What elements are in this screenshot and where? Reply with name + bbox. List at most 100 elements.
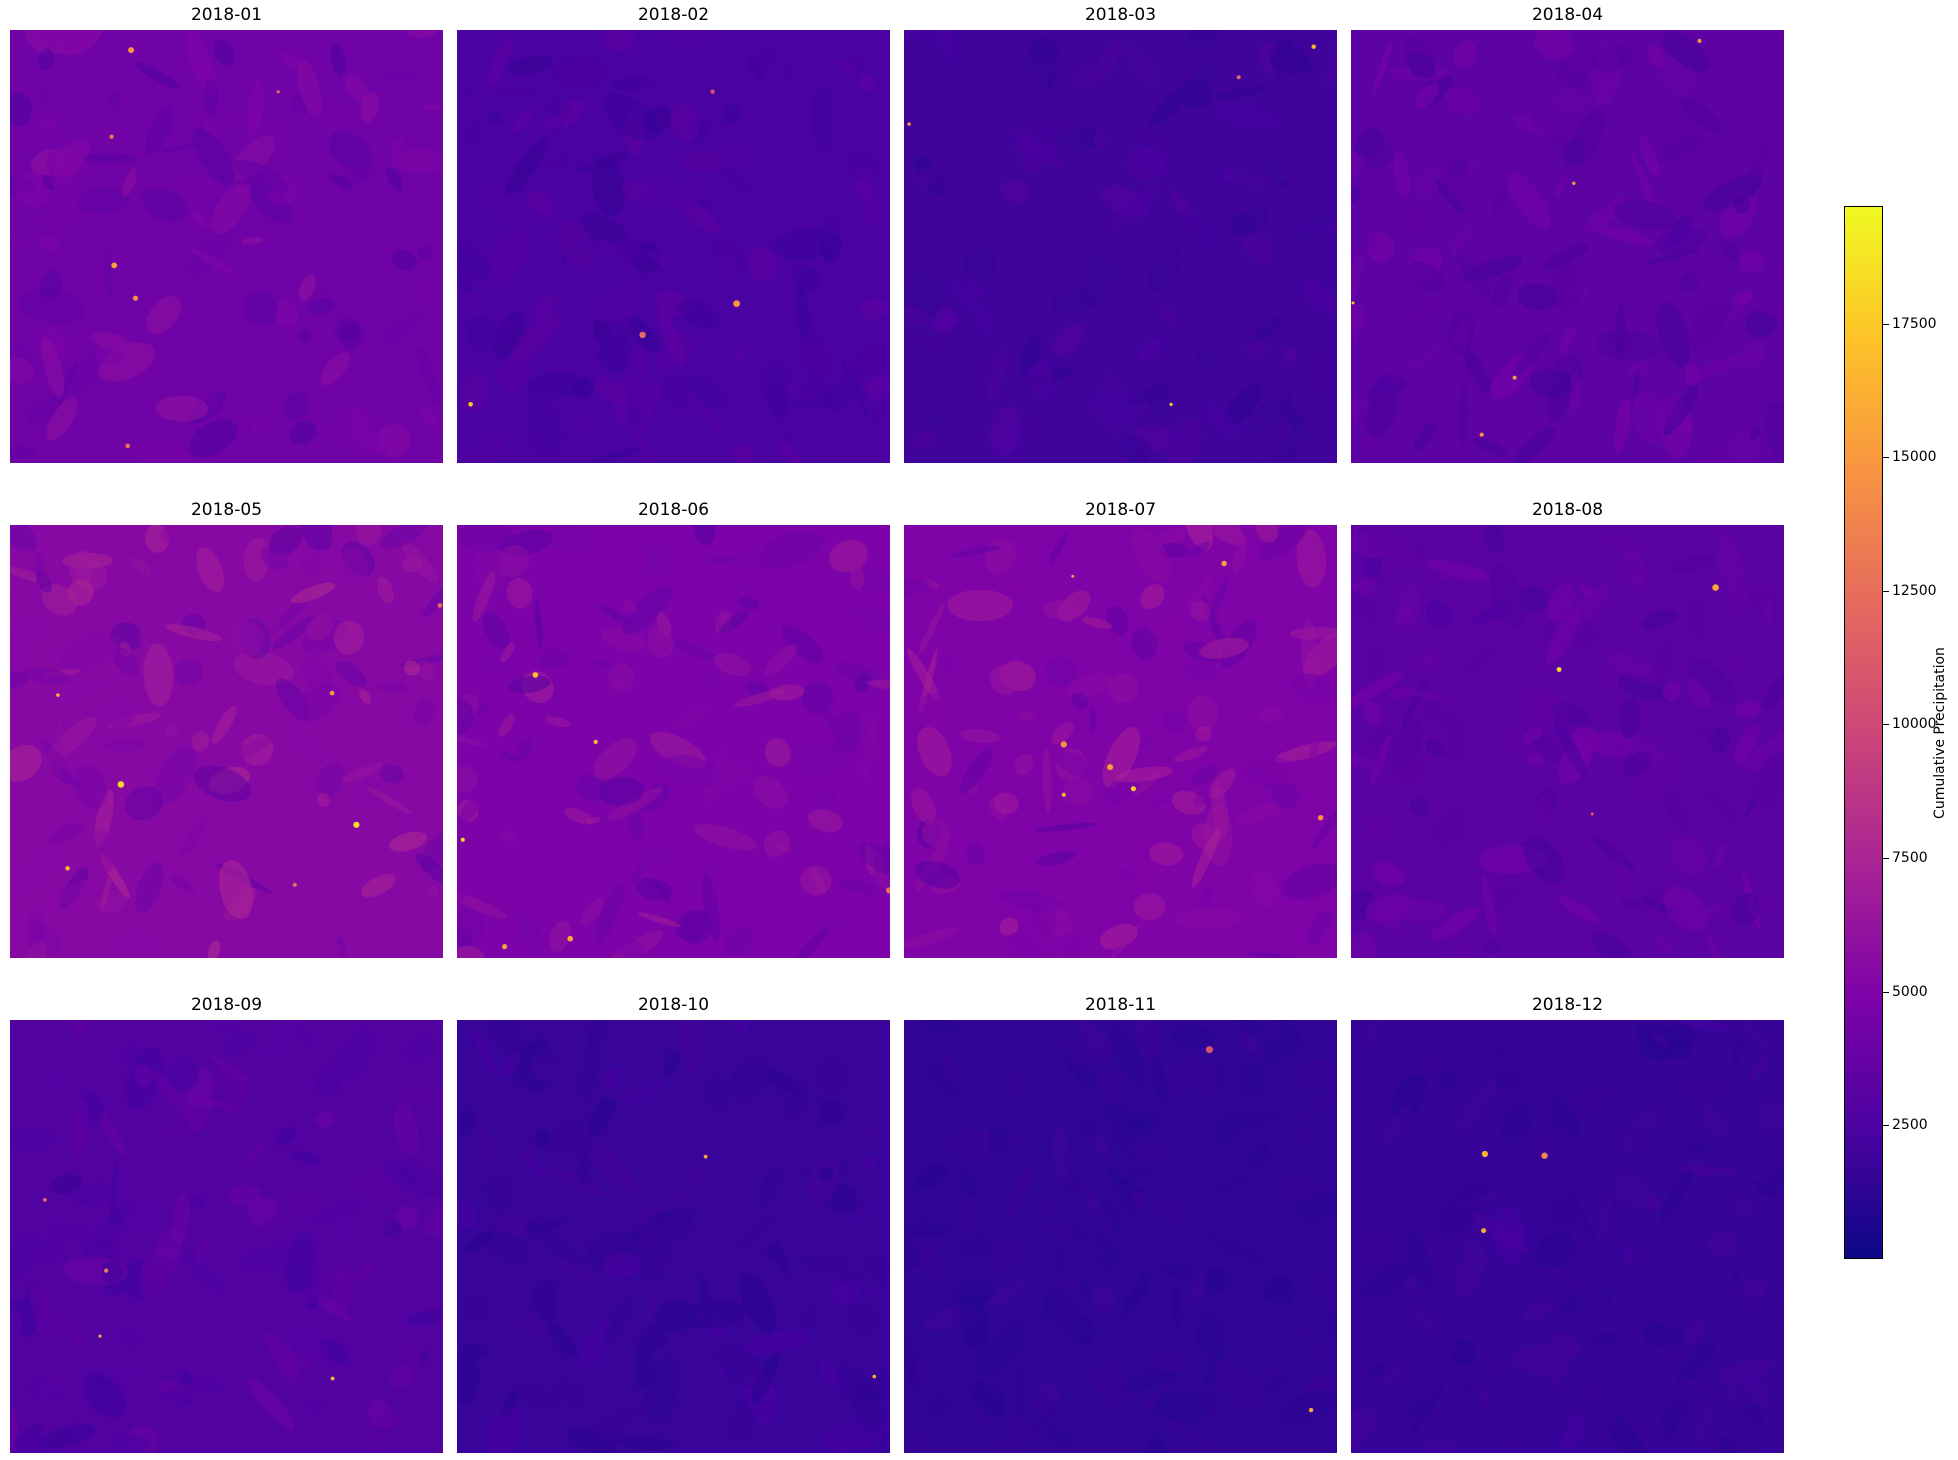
heatmap-cell: [131, 440, 189, 463]
heatmap-cell: [1288, 264, 1331, 289]
heatmap-cell: [530, 1056, 564, 1083]
heatmap-cell: [595, 377, 626, 405]
heatmap-cell: [500, 1390, 518, 1420]
heatmap-cell: [553, 56, 607, 90]
heatmap-cell: [1610, 534, 1630, 548]
heatmap-cell: [1609, 728, 1667, 766]
heatmap-cell: [1116, 868, 1139, 878]
heatmap-cell: [393, 1103, 419, 1156]
heatmap-cell: [241, 1246, 294, 1271]
heatmap-cell: [655, 1299, 695, 1334]
heatmap-cell: [534, 599, 543, 650]
heatmap-cell: [1614, 398, 1631, 453]
heatmap-cell: [324, 106, 355, 135]
heatmap-cell: [457, 91, 479, 129]
heatmap-cell: [1224, 1110, 1285, 1128]
heatmap-cell: [1172, 380, 1185, 412]
heatmap-cell: [457, 1294, 486, 1321]
heatmap-cell: [317, 792, 330, 807]
heatmap-cell: [474, 543, 504, 592]
heatmap-cell: [1362, 1020, 1386, 1051]
heatmap-cell: [70, 1422, 86, 1442]
heatmap-cell: [230, 621, 265, 656]
heatmap-cell: [1433, 1071, 1464, 1092]
heatmap-cell: [1109, 1025, 1146, 1084]
heatmap-cell: [1116, 1372, 1178, 1390]
heatmap-cell: [928, 408, 953, 437]
heatmap-cell: [1757, 1098, 1784, 1136]
heatmap-cell: [1613, 199, 1677, 230]
heatmap-cell: [1016, 710, 1037, 721]
panel-title: 2018-02: [637, 5, 710, 25]
heatmap-cell: [1388, 746, 1424, 784]
heatmap-cell: [1763, 666, 1784, 708]
heatmap-cell: [1459, 1201, 1493, 1257]
heatmap-cell: [1487, 1354, 1504, 1377]
heatmap-cell: [1394, 605, 1412, 625]
panel-title: 2018-12: [1531, 995, 1604, 1015]
heatmap-cell: [1268, 1376, 1284, 1391]
heatmap-cell: [1296, 529, 1327, 588]
heatmap-cell: [1312, 799, 1337, 848]
heatmap-cell: [1721, 240, 1741, 263]
heatmap-cell: [1308, 718, 1323, 768]
colorbar-tick-label: 17500: [1892, 316, 1937, 332]
heatmap-cell: [518, 912, 543, 957]
colorbar-label: Cumulative Precipitation: [1932, 647, 1948, 819]
heatmap-cell: [10, 1406, 17, 1453]
heatmap-cell: [585, 448, 641, 463]
heatmap-cell: [1730, 1193, 1757, 1218]
heatmap-cell: [645, 1295, 659, 1321]
heatmap-cell: [1733, 724, 1760, 763]
heatmap-cell: [290, 582, 336, 604]
heatmap-cell: [1220, 166, 1233, 182]
heatmap-cell: [1095, 1068, 1130, 1103]
heatmap-cell: [1290, 673, 1337, 704]
heatmap-cell: [1733, 291, 1754, 305]
heatmap-cell: [1558, 896, 1599, 924]
heatmap-cell: [1723, 1379, 1774, 1406]
heatmap-cell: [359, 689, 372, 704]
heatmap-cell: [1609, 1171, 1655, 1209]
hotspot: [117, 781, 125, 788]
heatmap-cell: [1131, 627, 1158, 660]
heatmap-cell: [1189, 600, 1212, 622]
heatmap-cell: [1018, 336, 1041, 378]
heatmap-cell: [539, 1227, 579, 1266]
heatmap-cell: [1089, 706, 1097, 734]
hotspot: [104, 1268, 109, 1273]
heatmap-cell: [1246, 338, 1268, 360]
heatmap-cell: [1653, 635, 1675, 687]
heatmap-cell: [367, 1413, 414, 1428]
heatmap-cell: [1670, 834, 1708, 876]
heatmap-cell: [1250, 1144, 1269, 1165]
heatmap-cell: [1634, 1127, 1660, 1153]
heatmap-cell: [1466, 1401, 1512, 1431]
heatmap-cell: [1071, 692, 1089, 710]
heatmap-cell: [1043, 1219, 1074, 1240]
heatmap-cell: [1559, 1020, 1568, 1046]
heatmap-cell: [1692, 1073, 1736, 1103]
heatmap-cell: [500, 830, 518, 843]
heatmap-cell: [499, 1130, 544, 1168]
heatmap-cell: [1718, 339, 1736, 359]
heatmap-cell: [1730, 658, 1741, 672]
heatmap-cell: [1014, 753, 1034, 776]
heatmap-cell: [457, 1201, 478, 1229]
heatmap-cell: [1459, 646, 1498, 676]
heatmap-cell: [534, 1128, 550, 1148]
heatmap-cell: [1526, 753, 1543, 765]
heatmap-cell: [594, 884, 624, 946]
heatmap-cell: [871, 387, 890, 425]
heatmap-cell: [1559, 326, 1576, 353]
heatmap-cell: [1410, 346, 1442, 369]
heatmap-cell: [537, 648, 570, 671]
heatmap-cell: [423, 1207, 443, 1239]
heatmap-cell: [1644, 248, 1701, 265]
heatmap-cell: [1431, 807, 1467, 847]
heatmap-cell: [1659, 1169, 1692, 1223]
heatmap-cell: [150, 1069, 195, 1120]
heatmap-cell: [1123, 41, 1159, 87]
heatmap-cell: [458, 525, 513, 552]
heatmap-cell: [798, 327, 832, 385]
